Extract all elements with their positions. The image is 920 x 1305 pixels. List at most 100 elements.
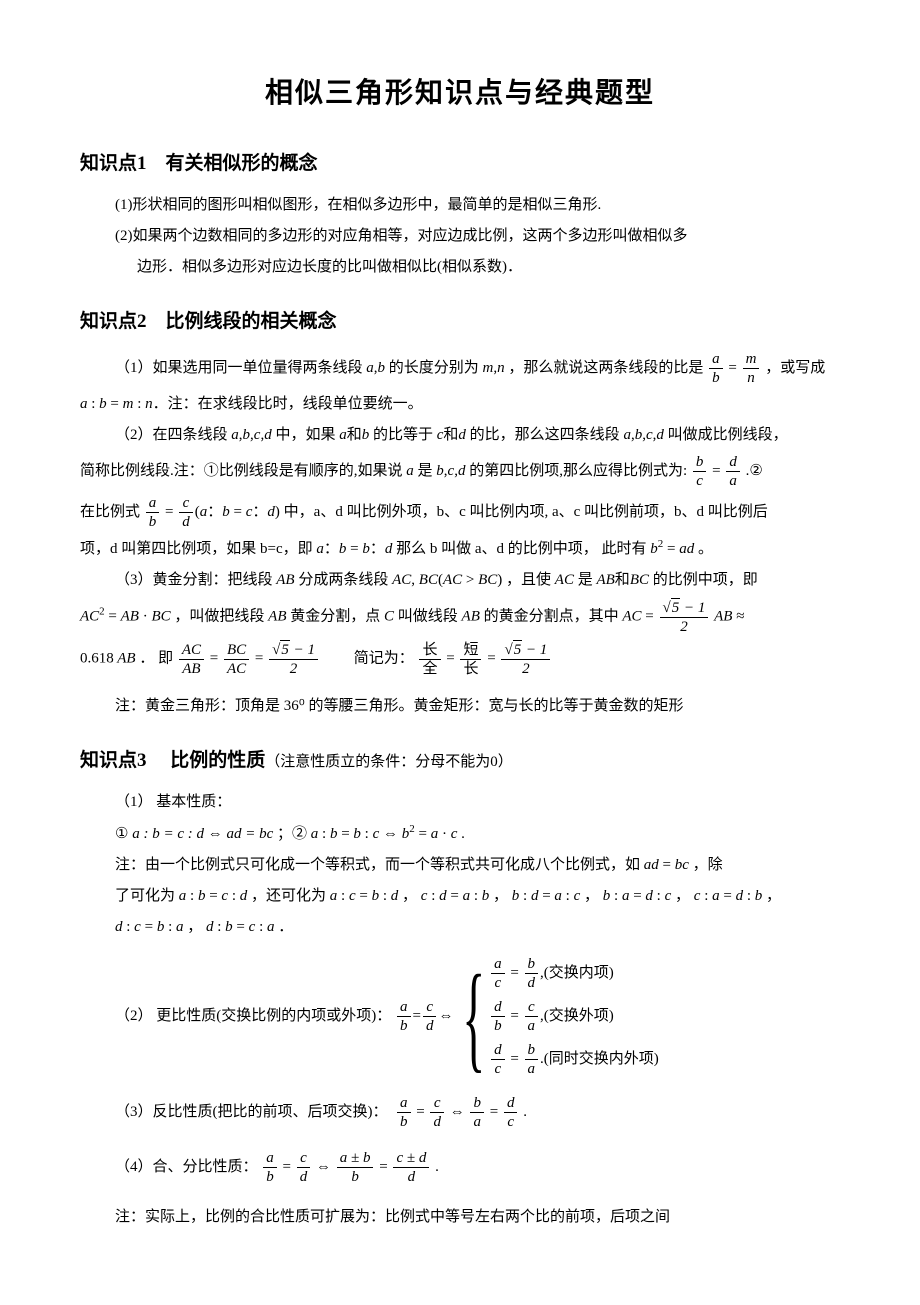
math: a [403, 463, 418, 479]
math: b [599, 888, 610, 904]
fraction: 短长 [460, 641, 481, 678]
math: c [221, 888, 228, 904]
fraction: ab [146, 494, 160, 531]
text: 项，d 叫第四比例项，如果 b=c，即 [80, 541, 316, 557]
math: a [228, 427, 239, 443]
math: b [198, 888, 206, 904]
fraction: ACAB [179, 641, 204, 678]
section-2-title: 知识点2 比例线段的相关概念 [80, 306, 840, 338]
text: 那么 b 叫做 a、d 的比例中项， 此时有 [396, 541, 646, 557]
text: （2） 更比性质(交换比例的内项或外项)： ab = cd ⇔ [115, 998, 453, 1035]
math: BC [151, 609, 170, 625]
math: c [373, 826, 380, 842]
math: a [316, 541, 324, 557]
math: d [267, 504, 275, 520]
s3-note2: 注：实际上，比例的合比性质可扩展为：比例式中等号左右两个比的前项，后项之间 [115, 1204, 840, 1231]
math: b [243, 427, 251, 443]
s3-p6: （3）反比性质(把比的前项、后项交换)： ab = cd ⇔ ba = dc . [115, 1094, 840, 1131]
math: c [665, 888, 675, 904]
fraction: ba [470, 1094, 484, 1131]
fraction: dc [504, 1094, 518, 1131]
math: d [202, 919, 213, 935]
text: 的黄金分割点，其中 [484, 609, 619, 625]
math: C [380, 609, 398, 625]
case-2: db = ca,(交换外项) [489, 998, 659, 1035]
text: （2）在四条线段 [115, 427, 228, 443]
math: b [339, 541, 347, 557]
fraction: mn [743, 350, 760, 387]
text: 的第四比例项,那么应得比例式为: [469, 463, 687, 479]
text: 在比例式 [80, 504, 140, 520]
math: AC [551, 572, 578, 588]
math: ad [679, 541, 694, 557]
math: c [249, 919, 256, 935]
math: c [646, 427, 653, 443]
math: b [362, 427, 373, 443]
text: 叫做线段 [398, 609, 458, 625]
text: 。 [698, 541, 713, 557]
math: d [385, 541, 396, 557]
s3-p5: （2） 更比性质(交换比例的内项或外项)： ab = cd ⇔ { ac = b… [115, 949, 840, 1084]
text: 的比，那么这四条线段 [470, 427, 620, 443]
math: a [200, 504, 208, 520]
text: 的比等于 [373, 427, 433, 443]
math: d [645, 888, 653, 904]
label: （2） 更比性质(交换比例的内项或外项)： [115, 1004, 391, 1030]
s3-p4b: d : c = b : a ， d : b = c : a ． [115, 914, 840, 941]
math: BC [630, 572, 653, 588]
text: .② [746, 463, 763, 479]
section-3-title: 知识点3 比例的性质（注意性质立的条件：分母不能为0） [80, 745, 840, 777]
math: a : b = c : d ⇔ ad = bc [128, 826, 277, 842]
fraction: √5 − 12 [660, 598, 709, 636]
title-note: （注意性质立的条件：分母不能为0） [265, 754, 513, 770]
brace-cases: ac = bd,(交换内项) db = ca,(交换外项) dc = ba.(同… [489, 949, 659, 1084]
math: b [362, 541, 370, 557]
text: 中，如果 [275, 427, 335, 443]
fraction: c ± dd [393, 1149, 429, 1186]
s3-p4: 了可化为 a : b = c : d ，还可化为 a : c = b : d ，… [115, 883, 840, 910]
s1-p2a: (2)如果两个边数相同的多边形的对应角相等，对应边成比例，这两个多边形叫做相似多 [115, 223, 840, 250]
text: 是 [578, 572, 593, 588]
text: 了可化为 [115, 888, 175, 904]
math: a [712, 888, 720, 904]
math: c [448, 463, 455, 479]
math: a [335, 427, 346, 443]
fraction: √5 − 12 [501, 640, 550, 678]
math: AC [80, 609, 99, 625]
math: BC [419, 572, 438, 588]
text: ，且使 [506, 572, 551, 588]
math: a [307, 826, 318, 842]
text: 是 [418, 463, 433, 479]
text: 叫做成比例线段， [668, 427, 788, 443]
text: 黄金分割，点 [290, 609, 380, 625]
fraction: cd [430, 1094, 444, 1131]
math: a [463, 888, 471, 904]
fraction: ab [263, 1149, 277, 1186]
text: （3）黄金分割：把线段 [115, 572, 273, 588]
text: 0.618 [80, 651, 114, 667]
math: c [417, 888, 427, 904]
math: c [433, 427, 443, 443]
math: b [157, 919, 165, 935]
fraction: a ± bb [337, 1149, 374, 1186]
math: b [353, 826, 361, 842]
math: a [622, 888, 630, 904]
s1-p1: (1)形状相同的图形叫相似图形，在相似多边形中，最简单的是相似三角形. [115, 192, 840, 219]
math: n [145, 396, 153, 412]
math: c [134, 919, 141, 935]
fraction: 长全 [419, 641, 440, 678]
math: d [458, 427, 469, 443]
case-label: ,(交换外项) [540, 1008, 614, 1024]
s3-p2: ① a : b = c : d ⇔ ad = bc ；② a : b = b :… [115, 820, 840, 848]
case-3: dc = ba.(同时交换内外项) [489, 1041, 659, 1078]
text: 简记为： [324, 651, 414, 667]
math: AB [264, 609, 290, 625]
math: AC [392, 572, 411, 588]
s2-p8: AC2 = AB · BC ，叫做把线段 AB 黄金分割，点 C 叫做线段 AB… [80, 598, 840, 636]
fraction: ab [397, 1094, 411, 1131]
s3-p3: 注：由一个比例式只可化成一个等积式，而一个等积式共可化成八个比例式，如 ad =… [115, 852, 840, 879]
text: 简称比例线段.注：①比例线段是有顺序的,如果说 [80, 463, 403, 479]
case-label: ,(交换内项) [540, 965, 614, 981]
math: m [123, 396, 134, 412]
s3-p7: （4）合、分比性质： ab = cd ⇔ a ± bb = c ± dd . [115, 1149, 840, 1186]
